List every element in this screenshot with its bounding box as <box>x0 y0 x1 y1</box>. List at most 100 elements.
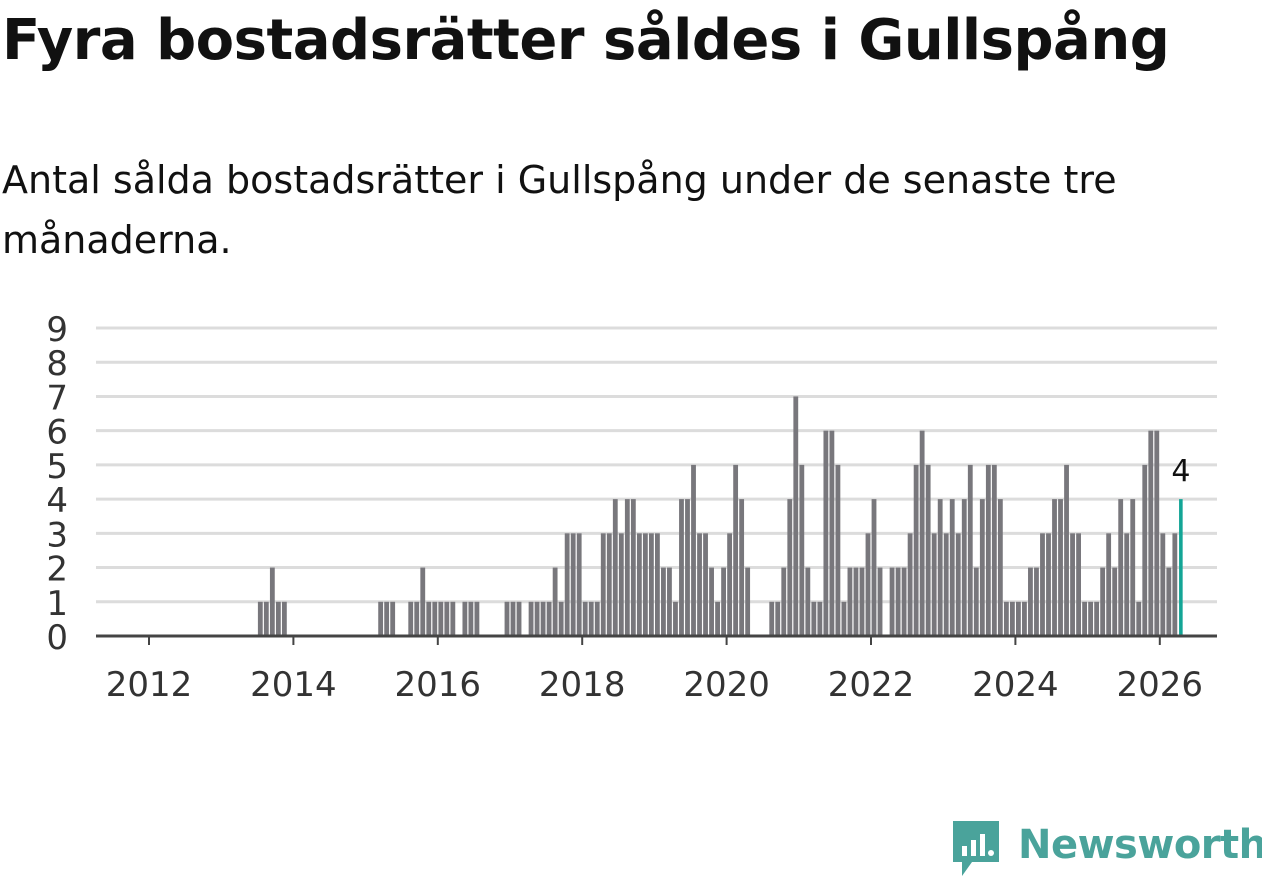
bar <box>1160 533 1166 636</box>
x-tick-label: 2024 <box>972 665 1059 700</box>
bar <box>618 533 624 636</box>
bar <box>667 567 672 636</box>
bar <box>967 464 973 636</box>
bar <box>829 430 835 636</box>
bar <box>973 567 979 636</box>
bar <box>895 567 901 636</box>
y-tick-label: 9 <box>46 310 68 350</box>
bar <box>805 567 811 636</box>
y-tick-label: 1 <box>46 584 68 624</box>
bar <box>709 567 714 636</box>
bar <box>865 533 871 636</box>
bar <box>847 567 853 636</box>
bar <box>673 601 678 636</box>
bar <box>1154 430 1160 636</box>
newsworthy-logo: Newsworthy <box>950 818 1262 882</box>
bar <box>1028 567 1033 636</box>
bar <box>793 396 799 636</box>
x-tick-label: 2020 <box>683 665 770 700</box>
bar <box>727 533 733 636</box>
bar <box>269 567 275 636</box>
bar <box>1100 567 1106 636</box>
bar <box>1046 533 1051 636</box>
bar <box>1040 533 1045 636</box>
brand-name: Newsworthy <box>1018 822 1262 868</box>
bar <box>552 567 558 636</box>
bar <box>504 601 510 636</box>
bar <box>630 499 636 636</box>
bar <box>624 499 630 636</box>
bar <box>979 499 985 636</box>
bar <box>263 601 269 636</box>
bar <box>1148 430 1154 636</box>
bar <box>1003 601 1009 636</box>
bar <box>1136 601 1142 636</box>
bar <box>919 430 925 636</box>
bar <box>703 533 708 636</box>
bar <box>576 533 582 636</box>
bar <box>432 601 438 636</box>
bar <box>414 601 420 636</box>
bar <box>715 601 720 636</box>
bar <box>733 464 739 636</box>
bar <box>1009 601 1015 636</box>
bar <box>1166 567 1172 636</box>
bar <box>685 499 690 636</box>
bar <box>384 601 390 636</box>
y-tick-label: 8 <box>46 344 68 384</box>
bar <box>420 567 426 636</box>
y-tick-label: 2 <box>46 550 68 590</box>
bar <box>516 601 522 636</box>
bar <box>721 567 726 636</box>
bar <box>1082 601 1087 636</box>
bar <box>811 601 817 636</box>
x-tick-label: 2022 <box>828 665 915 700</box>
bar <box>853 567 859 636</box>
bar <box>450 601 456 636</box>
bar <box>378 601 384 636</box>
bar <box>438 601 444 636</box>
bar <box>468 601 474 636</box>
bar <box>1112 567 1118 636</box>
bar <box>781 567 787 636</box>
y-tick-label: 4 <box>46 481 68 521</box>
bar <box>1094 601 1100 636</box>
bar <box>787 499 793 636</box>
bar <box>636 533 642 636</box>
bar <box>1064 464 1069 636</box>
bar <box>769 601 775 636</box>
bar <box>775 601 781 636</box>
bar <box>570 533 576 636</box>
bar <box>901 567 907 636</box>
bar <box>925 464 931 636</box>
bar <box>943 533 949 636</box>
bar <box>606 533 612 636</box>
highlight-label: 4 <box>1171 454 1190 489</box>
bar <box>739 499 745 636</box>
bar <box>588 601 594 636</box>
bar <box>1076 533 1081 636</box>
bar <box>697 533 702 636</box>
bar <box>877 567 883 636</box>
bar <box>799 464 805 636</box>
newsworthy-logo-icon <box>953 821 999 876</box>
bar <box>1106 533 1112 636</box>
bar <box>462 601 468 636</box>
bar <box>841 601 847 636</box>
bar <box>510 601 516 636</box>
bar <box>564 533 570 636</box>
bar <box>745 567 751 636</box>
bar <box>1070 533 1075 636</box>
bar <box>931 533 937 636</box>
bar <box>408 601 414 636</box>
y-tick-label: 6 <box>46 413 68 453</box>
bar <box>600 533 606 636</box>
bar <box>955 533 961 636</box>
bar <box>546 601 552 636</box>
bar <box>540 601 546 636</box>
bar <box>991 464 997 636</box>
bar <box>655 533 660 636</box>
x-tick-label: 2016 <box>395 665 482 700</box>
x-tick-label: 2012 <box>106 665 193 700</box>
